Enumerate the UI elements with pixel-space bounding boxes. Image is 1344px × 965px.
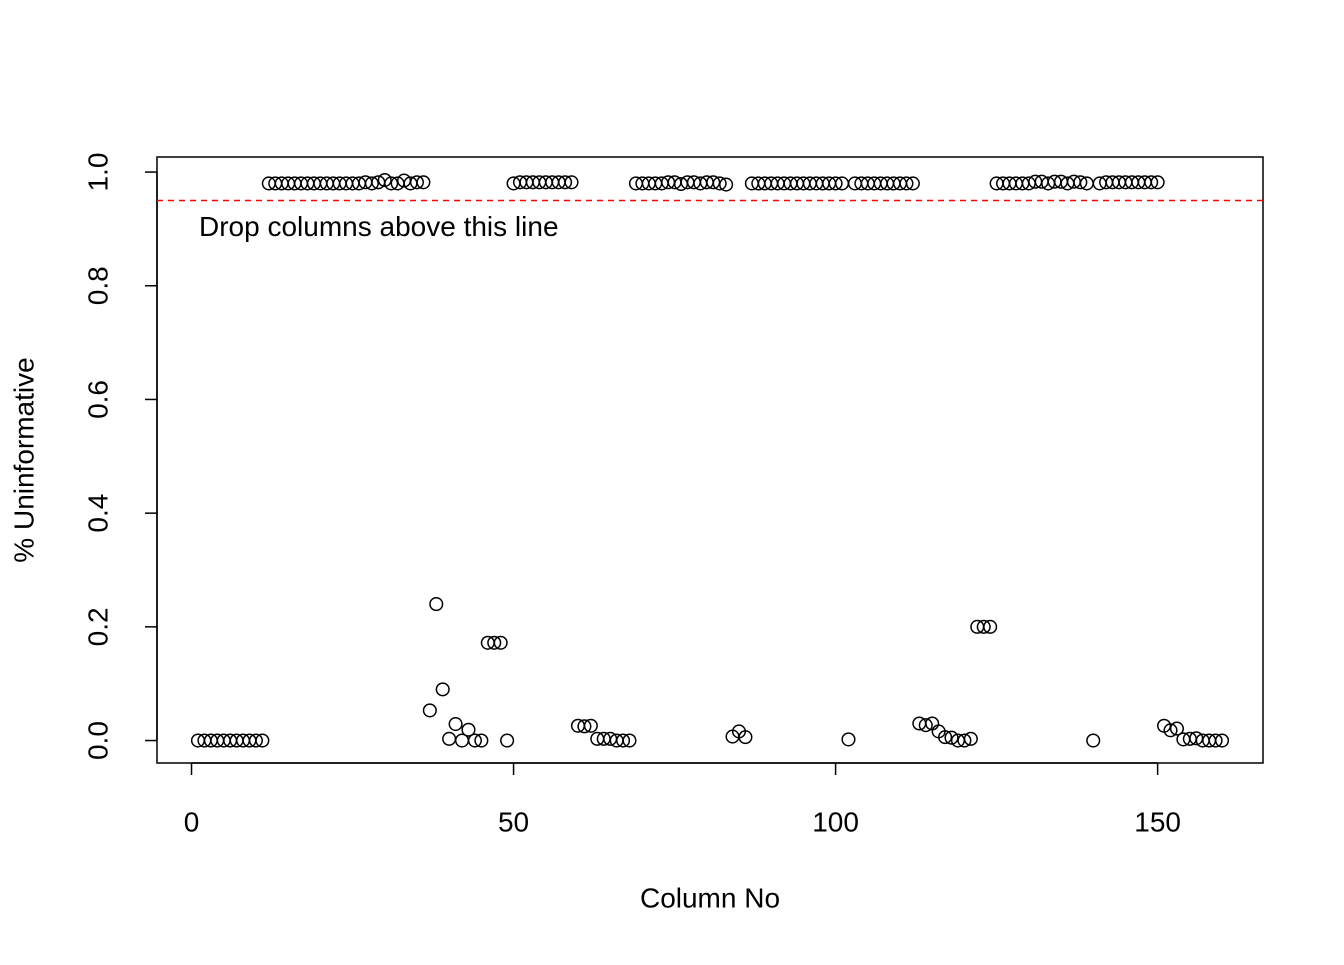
- point: [1073, 175, 1088, 190]
- point: [416, 175, 431, 190]
- x-tick-label: 100: [812, 806, 859, 837]
- point: [435, 682, 450, 697]
- point: [409, 175, 424, 190]
- point: [828, 176, 843, 191]
- y-tick-label: 0.4: [82, 494, 113, 533]
- x-tick-label: 50: [498, 806, 529, 837]
- point: [442, 731, 457, 746]
- point: [944, 730, 959, 745]
- point: [1144, 175, 1159, 190]
- point: [467, 733, 482, 748]
- point: [1214, 733, 1230, 748]
- point: [255, 733, 270, 748]
- point: [1169, 721, 1185, 736]
- point: [564, 175, 579, 190]
- point: [712, 176, 727, 191]
- point: [957, 733, 972, 748]
- y-tick-label: 0.6: [82, 380, 113, 419]
- point: [841, 732, 856, 747]
- y-tick-label: 1.0: [82, 153, 113, 192]
- point: [622, 733, 637, 748]
- point: [422, 703, 437, 718]
- point: [500, 733, 515, 748]
- point: [583, 718, 598, 733]
- point: [938, 730, 953, 745]
- point: [963, 731, 978, 746]
- annotation: Drop columns above this line: [199, 211, 559, 242]
- point: [1163, 723, 1178, 738]
- point: [474, 733, 489, 748]
- point: [577, 719, 592, 734]
- point: [918, 718, 933, 733]
- x-tick-label: 0: [184, 806, 200, 837]
- y-tick-label: 0.0: [82, 721, 113, 760]
- point: [983, 619, 998, 634]
- point: [738, 730, 753, 745]
- point: [905, 176, 920, 191]
- point: [1208, 733, 1223, 748]
- x-axis-title: Column No: [640, 882, 780, 913]
- point: [487, 635, 502, 650]
- point: [1150, 175, 1165, 190]
- x-tick-label: 150: [1134, 806, 1181, 837]
- y-axis-title: % Uninformative: [8, 357, 39, 562]
- point: [1086, 733, 1101, 748]
- point: [429, 597, 444, 612]
- point: [377, 172, 392, 188]
- point: [719, 177, 734, 192]
- plot-box: [156, 156, 1264, 764]
- point: [493, 635, 508, 650]
- point: [248, 733, 263, 748]
- point: [558, 175, 573, 190]
- point: [976, 619, 991, 634]
- point: [384, 176, 399, 191]
- point: [364, 176, 379, 191]
- point: [899, 176, 914, 191]
- point: [461, 722, 476, 737]
- y-tick-label: 0.2: [82, 607, 113, 646]
- point: [448, 717, 463, 732]
- point: [616, 733, 631, 748]
- y-tick-label: 0.8: [82, 266, 113, 305]
